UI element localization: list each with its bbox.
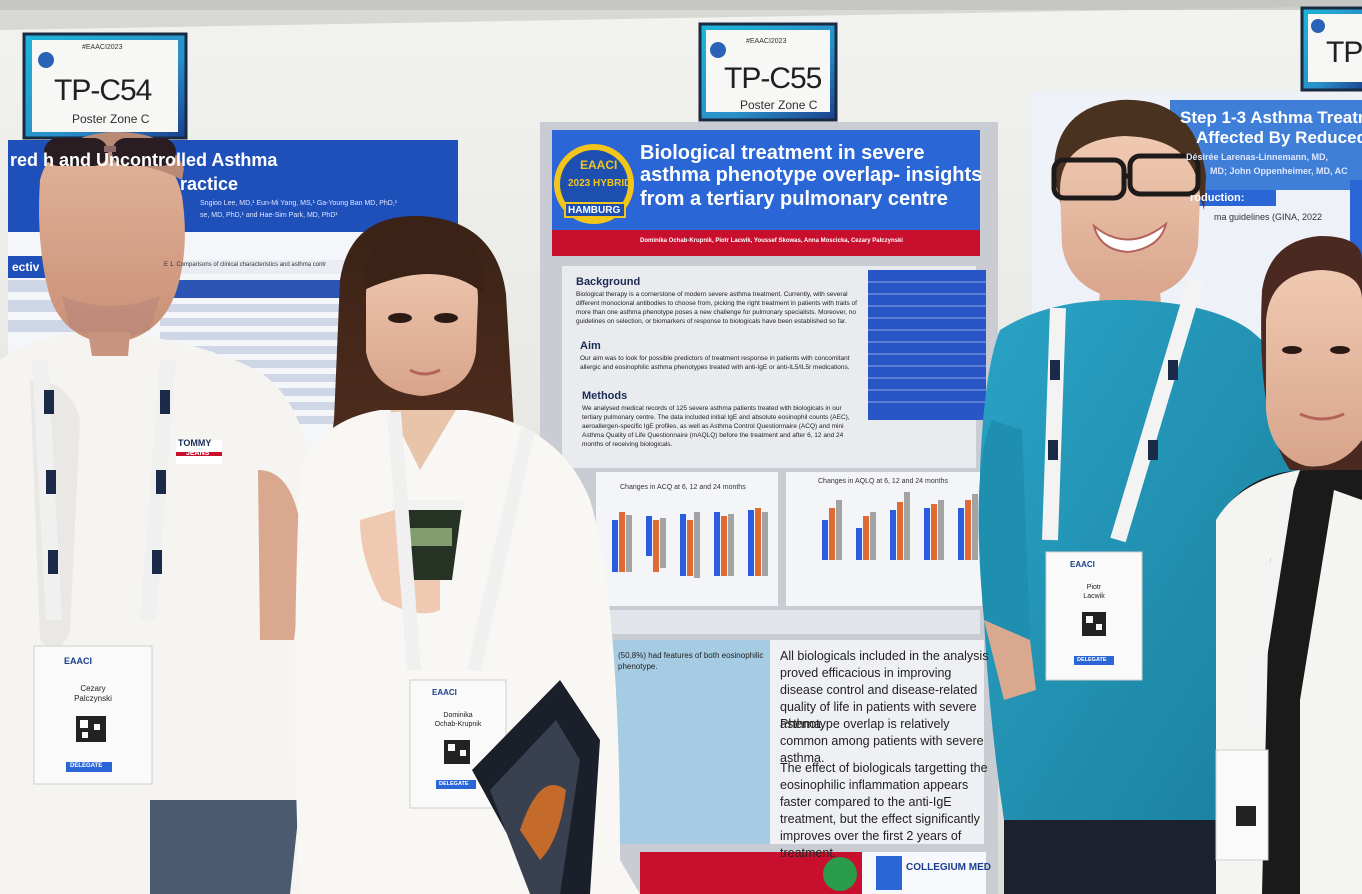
sign-2-tag: #EAACI2023: [746, 38, 787, 45]
shirt-brand-line-2: JEANS: [186, 450, 210, 457]
badge-1-first: Cezary: [80, 684, 106, 693]
chart-1-title: Changes in ACQ at 6, 12 and 24 months: [620, 484, 746, 491]
left-poster-title-2: ractice: [180, 174, 239, 194]
right-poster-intro-heading: roduction:: [1190, 192, 1245, 204]
chart-2-title: Changes in AQLQ at 6, 12 and 24 months: [818, 478, 948, 485]
background-heading: Background: [576, 276, 641, 288]
poster-title-line-2: asthma phenotype overlap- insights: [640, 164, 983, 186]
poster-title-line-1: Biological treatment in severe: [640, 142, 925, 164]
badge-2-role: DELEGATE: [439, 781, 469, 787]
badge-3-role: DELEGATE: [1077, 657, 1107, 663]
badge-2-org: EAACI: [432, 688, 457, 697]
right-poster-title-1: Step 1-3 Asthma Treatme: [1180, 108, 1362, 127]
sign-1-tag: #EAACI2023: [82, 44, 123, 51]
methods-heading: Methods: [582, 390, 628, 402]
aim-text: Our aim was to look for possible predict…: [580, 355, 850, 371]
sign-1-code: TP-C54: [54, 74, 152, 107]
logo-mid: 2023 HYBRID: [568, 178, 632, 189]
conclusion-3: The effect of biologicals targetting the…: [780, 761, 988, 860]
left-poster-authors-2: se, MD, PhD,¹ and Hae-Sim Park, MD, PhD¹: [200, 212, 338, 219]
right-poster-intro-text: ma guidelines (GINA, 2022: [1214, 212, 1323, 222]
background-text: Biological therapy is a cornerstone of m…: [576, 291, 857, 325]
methods-text: We analysed medical records of 125 sever…: [582, 405, 850, 448]
sign-1-zone: Poster Zone C: [72, 112, 150, 126]
conclusion-1: All biologicals included in the analysis…: [780, 649, 989, 731]
left-poster-title-1: red h and Uncontrolled Asthma: [10, 150, 278, 170]
right-poster-authors-2: MD; John Oppenheimer, MD, AC: [1210, 166, 1348, 176]
badge-3-first: Piotr: [1086, 584, 1102, 591]
poster-title-line-3: from a tertiary pulmonary centre: [640, 188, 948, 210]
left-poster-section: ectiv: [12, 260, 40, 274]
left-poster-authors: Sngioo Lee, MD,¹ Eun-Mi Yang, MS,¹ Ga-Yo…: [200, 200, 398, 207]
conclusion-2: Phenotype overlap is relatively common a…: [780, 717, 984, 765]
right-poster-authors: Désirée Larenas-Linnemann, MD,: [1186, 152, 1329, 162]
badge-1-last: Palczynski: [74, 694, 112, 703]
sign-2-code: TP-C55: [724, 62, 822, 95]
logo-top: EAACI: [580, 158, 618, 172]
results-text: (50,8%) had features of both eosinophili…: [618, 651, 764, 671]
poster-authors: Dominika Ochab-Krupnik, Piotr Lacwik, Yo…: [640, 238, 903, 244]
badge-2-first: Dominika: [443, 712, 473, 719]
badge-3-last: Lacwik: [1083, 593, 1105, 600]
badge-1-org: EAACI: [64, 656, 93, 666]
badge-1-role: DELEGATE: [70, 763, 103, 769]
logo-bottom: HAMBURG: [568, 205, 621, 216]
right-poster-title-2: Affected By Reduced In: [1196, 128, 1362, 147]
shirt-brand-line-1: TOMMY: [178, 438, 212, 448]
sign-2-zone: Poster Zone C: [740, 98, 818, 112]
footer-logo: COLLEGIUM MED: [906, 862, 991, 873]
sign-3-code: TP: [1326, 36, 1362, 69]
badge-2-last: Ochab-Krupnik: [434, 721, 482, 728]
left-poster-table-caption: E 1. Comparisons of clinical characteris…: [164, 262, 327, 268]
aim-heading: Aim: [580, 340, 601, 352]
badge-3-org: EAACI: [1070, 560, 1095, 569]
